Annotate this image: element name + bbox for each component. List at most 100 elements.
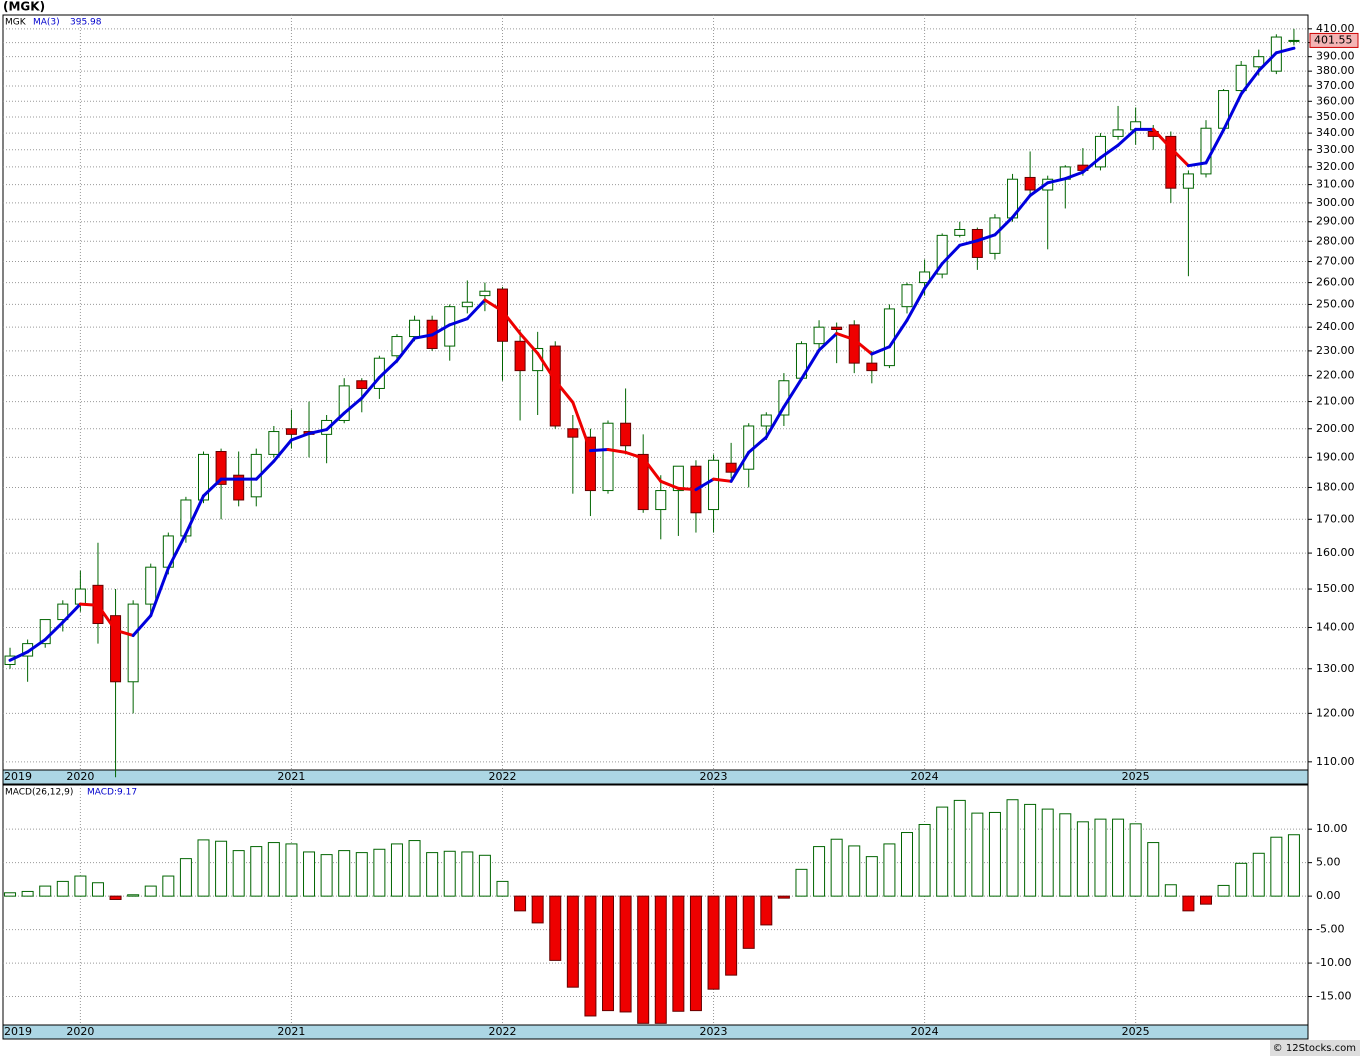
macd-bar <box>848 845 861 897</box>
macd-bar <box>672 895 685 1012</box>
macd-bar <box>1182 895 1195 912</box>
macd-bar <box>39 885 52 897</box>
y-tick-label: 380.00 <box>1316 64 1355 77</box>
y-tick-label: 110.00 <box>1316 755 1355 768</box>
macd-bar <box>1006 799 1019 897</box>
ma-line <box>694 477 716 492</box>
ma-line <box>641 456 663 483</box>
candle-body <box>1094 135 1106 168</box>
ma-line <box>870 345 891 356</box>
candle-body <box>39 619 51 645</box>
macd-bar <box>883 843 896 897</box>
candle-body <box>57 603 69 621</box>
ma-line <box>1028 181 1050 197</box>
y-tick-label: -15.00 <box>1316 990 1351 1003</box>
y-tick-label: 230.00 <box>1316 344 1355 357</box>
x-tick-label: 2025 <box>1122 1025 1150 1038</box>
macd-bar <box>1199 895 1212 905</box>
macd-bar <box>390 843 403 897</box>
y-tick-label: 120.00 <box>1316 706 1355 719</box>
x-tick-label: 2021 <box>277 1025 305 1038</box>
y-tick-label: 200.00 <box>1316 422 1355 435</box>
macd-bar <box>1112 818 1125 897</box>
macd-bar <box>461 851 474 897</box>
candle-body <box>1182 173 1194 189</box>
ma-line <box>782 377 803 409</box>
macd-bar <box>320 854 333 897</box>
candle-body <box>637 453 649 511</box>
candle-body <box>233 474 245 501</box>
ma-line <box>940 243 962 266</box>
date-bar <box>2 769 1309 785</box>
x-tick-label: 2024 <box>911 770 939 783</box>
ma-line <box>1204 128 1226 165</box>
macd-bar <box>813 846 826 897</box>
macd-bar <box>1270 836 1283 897</box>
candle-body <box>1253 56 1265 68</box>
candle-body <box>866 362 878 372</box>
ma-line <box>413 333 434 340</box>
ma-line <box>166 532 188 570</box>
ma-line <box>1098 143 1120 160</box>
macd-bar <box>566 895 579 988</box>
y-tick-label: 180.00 <box>1316 480 1355 493</box>
macd-bar <box>1041 808 1054 897</box>
macd-bar <box>91 882 104 897</box>
candle-body <box>1200 127 1212 175</box>
macd-bar <box>637 895 650 1024</box>
y-tick-label: 250.00 <box>1316 297 1355 310</box>
ma-line <box>606 447 628 454</box>
macd-bar <box>285 843 298 897</box>
macd-bar <box>795 868 808 897</box>
macd-bar <box>584 895 597 1017</box>
macd-bar <box>1024 803 1037 897</box>
y-tick-label: 5.00 <box>1316 856 1341 869</box>
candle-body <box>708 459 720 511</box>
x-tick-label: 2021 <box>277 770 305 783</box>
ma-line <box>114 628 135 637</box>
macd-bar <box>1235 862 1248 897</box>
candle-body <box>479 290 491 297</box>
macd-bar <box>971 812 984 897</box>
macd-bar <box>619 895 632 1013</box>
macd-bar <box>1059 813 1072 897</box>
y-tick-label: -10.00 <box>1316 956 1351 969</box>
macd-name: MACD(26,12,9) <box>5 788 73 798</box>
candle-body <box>197 453 209 501</box>
ma-line <box>536 351 557 383</box>
ma-line <box>8 650 30 662</box>
x-tick-label: 2019 <box>4 1025 32 1038</box>
macd-bar <box>4 892 17 897</box>
legend-symbol: MGK <box>5 18 27 28</box>
legend-ma-value: 395.98 <box>70 18 102 28</box>
ma-line <box>465 298 487 321</box>
candle-body <box>567 428 579 438</box>
x-tick-label: 2022 <box>488 1025 516 1038</box>
y-tick-label: 330.00 <box>1316 143 1355 156</box>
ma-line <box>342 396 364 415</box>
ma-line <box>448 317 469 327</box>
macd-bar <box>179 858 192 897</box>
macd-bar <box>1129 823 1142 897</box>
ma-line <box>483 298 504 313</box>
ma-line <box>624 450 645 460</box>
macd-bar <box>267 842 280 897</box>
candle-body <box>1235 64 1247 92</box>
candle-body <box>672 465 684 492</box>
y-tick-label: 340.00 <box>1316 126 1355 139</box>
candle-body <box>514 340 526 372</box>
y-tick-label: 0.00 <box>1316 889 1341 902</box>
candle-body <box>1024 176 1036 191</box>
ma-line <box>905 286 927 322</box>
macd-bar <box>496 880 509 897</box>
candle-body <box>409 319 421 338</box>
ma-line <box>676 486 698 492</box>
macd-bar <box>426 852 439 897</box>
y-tick-label: 290.00 <box>1316 215 1355 228</box>
ma-line <box>78 602 100 607</box>
y-tick-label: 220.00 <box>1316 369 1355 382</box>
macd-bar <box>232 850 245 897</box>
ma-line <box>1222 92 1243 132</box>
y-tick-label: 150.00 <box>1316 582 1355 595</box>
macd-bar <box>1252 852 1265 897</box>
